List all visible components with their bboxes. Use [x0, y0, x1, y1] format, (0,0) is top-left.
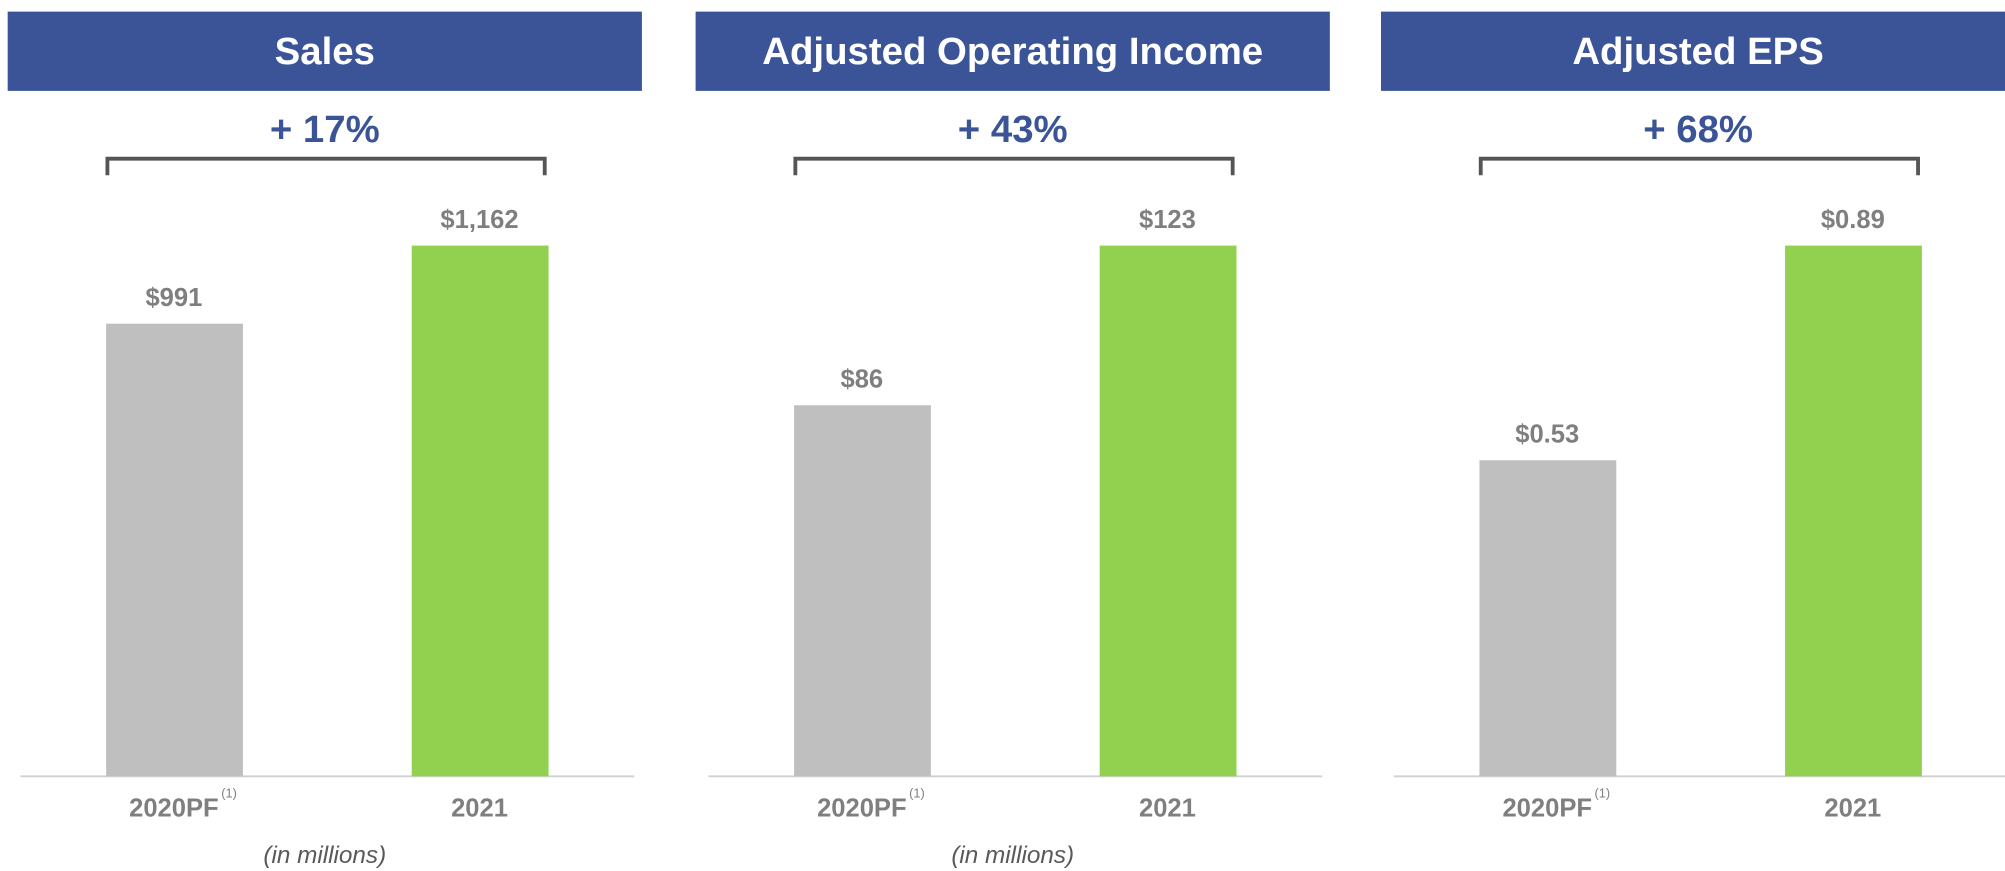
bracket [105, 156, 547, 176]
chart-title: Adjusted Operating Income [762, 30, 1263, 73]
footnote-mark: (1) [1595, 786, 1611, 801]
title-banner [7, 11, 642, 91]
category-label: 2021 [451, 794, 508, 822]
bar [411, 245, 549, 777]
value-label: $991 [145, 284, 202, 312]
note: (in millions) [951, 842, 1074, 869]
bar [1099, 245, 1237, 777]
category-label: 2021 [1139, 794, 1196, 822]
bar [1785, 245, 1922, 777]
change-label: + 68% [1643, 108, 1753, 151]
footnote-mark: (1) [909, 786, 925, 801]
change-label: + 43% [958, 108, 1068, 151]
note: (in millions) [263, 842, 386, 869]
category-label: 2020PF [129, 794, 219, 822]
title-banner [695, 11, 1330, 91]
chart-title: Sales [275, 30, 375, 73]
bar [106, 323, 243, 777]
category-label: 2020PF [1502, 794, 1592, 822]
value-label: $0.89 [1821, 206, 1885, 234]
category-label: 2020PF [817, 794, 907, 822]
bar [1479, 460, 1617, 777]
bracket [1478, 156, 1920, 176]
footnote-mark: (1) [221, 786, 237, 801]
change-label: + 17% [270, 108, 380, 151]
value-label: $0.53 [1515, 421, 1579, 449]
category-label: 2021 [1824, 794, 1881, 822]
value-label: $1,162 [440, 206, 518, 234]
bracket [793, 156, 1235, 176]
value-label: $123 [1139, 206, 1196, 234]
chart-title: Adjusted EPS [1572, 30, 1824, 73]
title-banner [1380, 11, 2005, 91]
value-label: $86 [841, 366, 884, 394]
bar [794, 405, 931, 777]
